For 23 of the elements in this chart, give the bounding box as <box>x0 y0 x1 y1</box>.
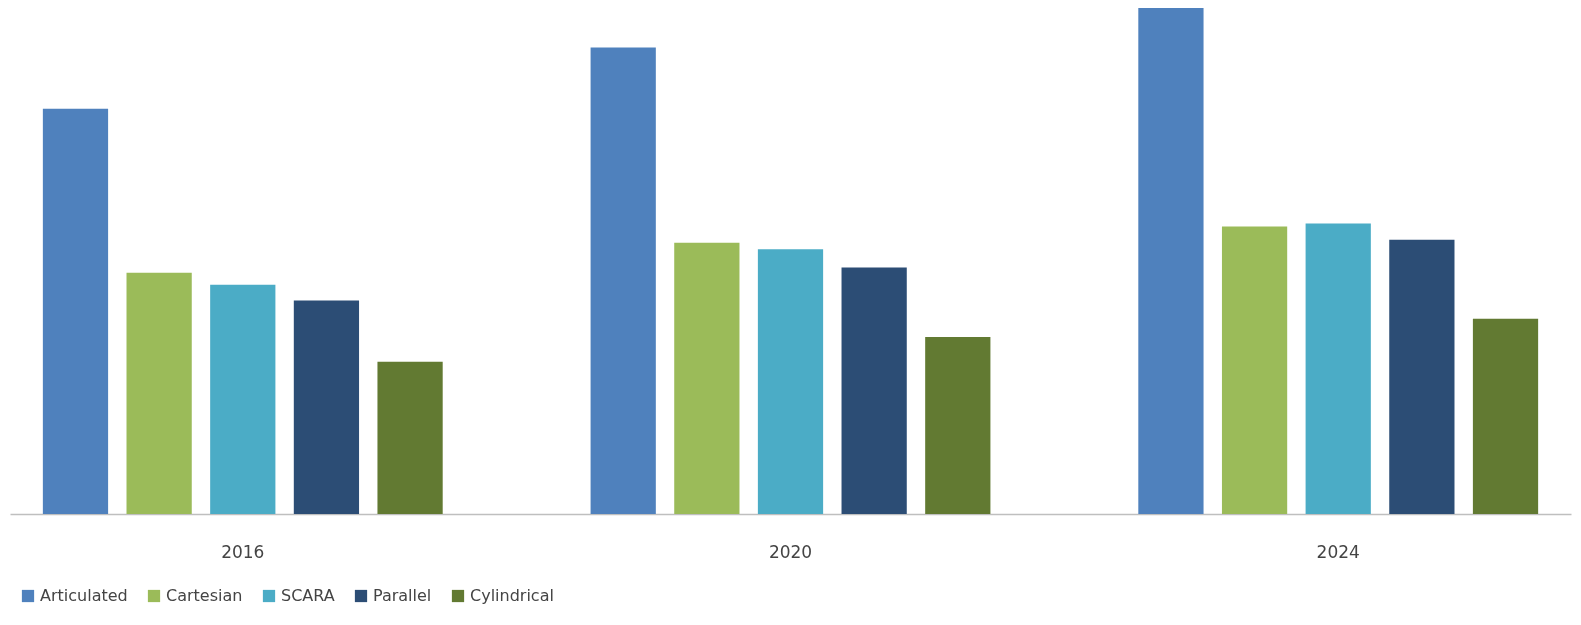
x-tick-label: 2016 <box>221 541 265 562</box>
x-tick-label: 2020 <box>768 541 813 562</box>
bar <box>126 272 192 514</box>
bar <box>42 108 109 514</box>
legend-label: Cartesian <box>166 586 243 605</box>
bar <box>293 300 360 514</box>
legend-label: SCARA <box>281 586 335 605</box>
bar <box>1221 226 1288 514</box>
bar <box>925 336 991 514</box>
legend-label: Parallel <box>373 586 432 605</box>
legend-label: Articulated <box>40 586 128 605</box>
bar <box>210 284 276 514</box>
bar <box>1389 239 1455 514</box>
bar <box>674 242 740 514</box>
legend-label: Cylindrical <box>470 586 554 605</box>
bar <box>377 361 443 514</box>
x-tick-label: 2024 <box>1316 541 1360 562</box>
bar <box>590 47 656 514</box>
bar <box>841 267 907 514</box>
bar <box>757 249 824 514</box>
bar <box>1472 318 1539 514</box>
bar <box>1138 8 1204 514</box>
bar <box>1305 223 1371 514</box>
